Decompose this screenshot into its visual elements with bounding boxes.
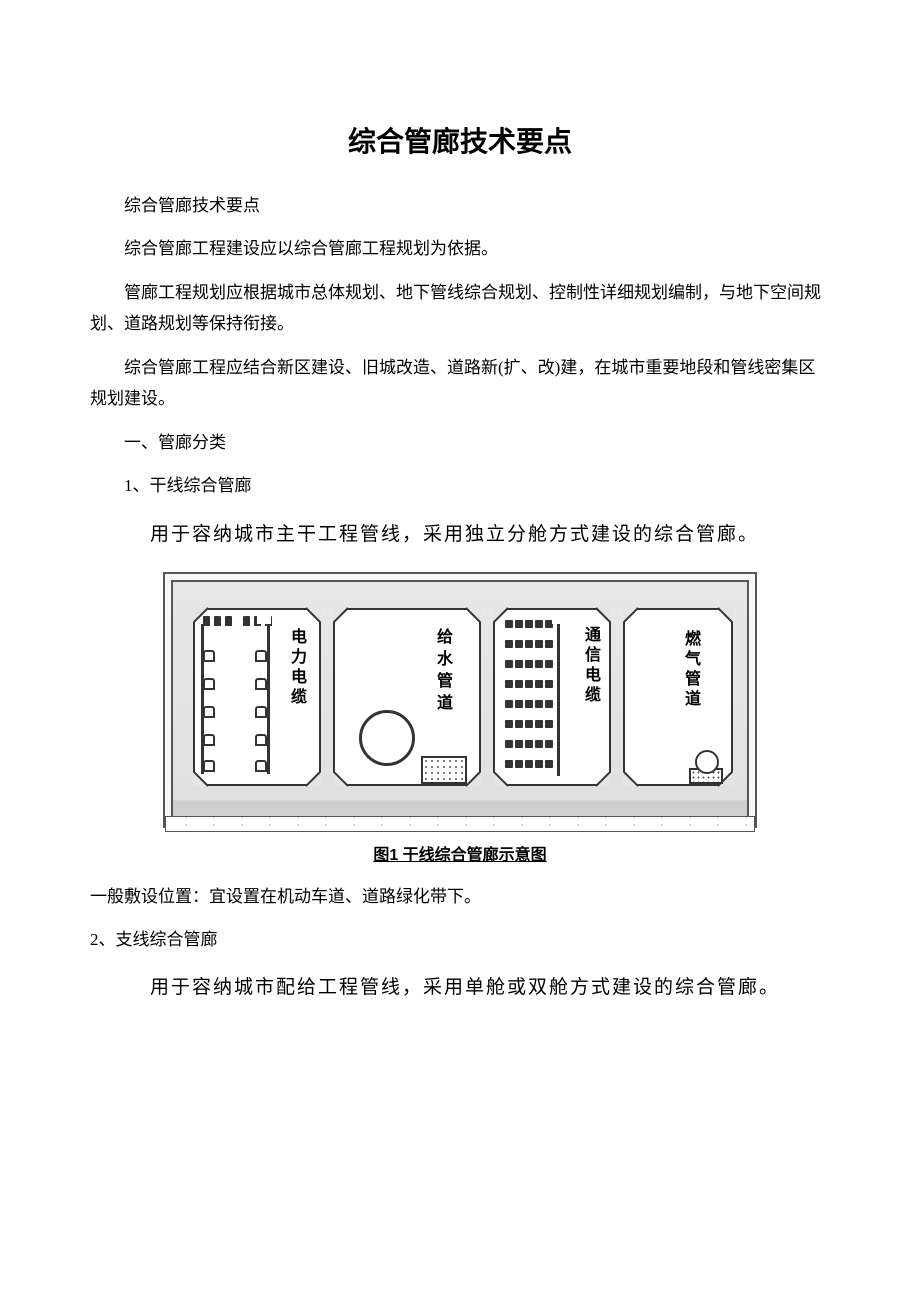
chamber-power-label: 电力电缆	[285, 628, 307, 708]
chamber-water-label: 给水管道	[431, 628, 453, 716]
figure-1: 电力电缆 给水管道	[90, 572, 830, 865]
chamber-water: 给水管道	[333, 608, 481, 786]
ground-hatch-icon	[165, 816, 755, 832]
document-content: 综合管廊技术要点 综合管廊技术要点 综合管廊工程建设应以综合管廊工程规划为依据。…	[90, 120, 830, 1007]
chamber-gas: 燃气管道	[623, 608, 733, 786]
chamber-power: 电力电缆	[193, 608, 321, 786]
foundation-block-icon	[421, 756, 467, 784]
diagram-frame: 电力电缆 给水管道	[163, 572, 757, 828]
gas-pipe-icon	[695, 750, 719, 774]
item-heading-1: 1、干线综合管廊	[90, 470, 830, 501]
diagram-cross-section: 电力电缆 给水管道	[171, 580, 749, 820]
definition-trunk: 用于容纳城市主干工程管线，采用独立分舱方式建设的综合管廊。	[150, 516, 800, 554]
section-heading-1: 一、管廊分类	[90, 427, 830, 458]
paragraph-subtitle: 综合管廊技术要点	[90, 190, 830, 221]
paragraph-construction: 综合管廊工程应结合新区建设、旧城改造、道路新(扩、改)建，在城市重要地段和管线密…	[90, 352, 830, 415]
page-title: 综合管廊技术要点	[90, 120, 830, 160]
figure-1-caption: 图1 干线综合管廊示意图	[90, 841, 830, 865]
chamber-telecom: 通信电缆	[493, 608, 611, 786]
paragraph-basis: 综合管廊工程建设应以综合管廊工程规划为依据。	[90, 233, 830, 264]
definition-branch: 用于容纳城市配给工程管线，采用单舱或双舱方式建设的综合管廊。	[150, 969, 800, 1007]
item-heading-2: 2、支线综合管廊	[90, 924, 830, 955]
chamber-telecom-label: 通信电缆	[579, 626, 601, 706]
paragraph-layout-position: 一般敷设位置：宜设置在机动车道、道路绿化带下。	[90, 881, 830, 912]
chamber-gas-label: 燃气管道	[679, 630, 701, 710]
paragraph-planning: 管廊工程规划应根据城市总体规划、地下管线综合规划、控制性详细规划编制，与地下空间…	[90, 277, 830, 340]
water-pipe-icon	[359, 710, 415, 766]
